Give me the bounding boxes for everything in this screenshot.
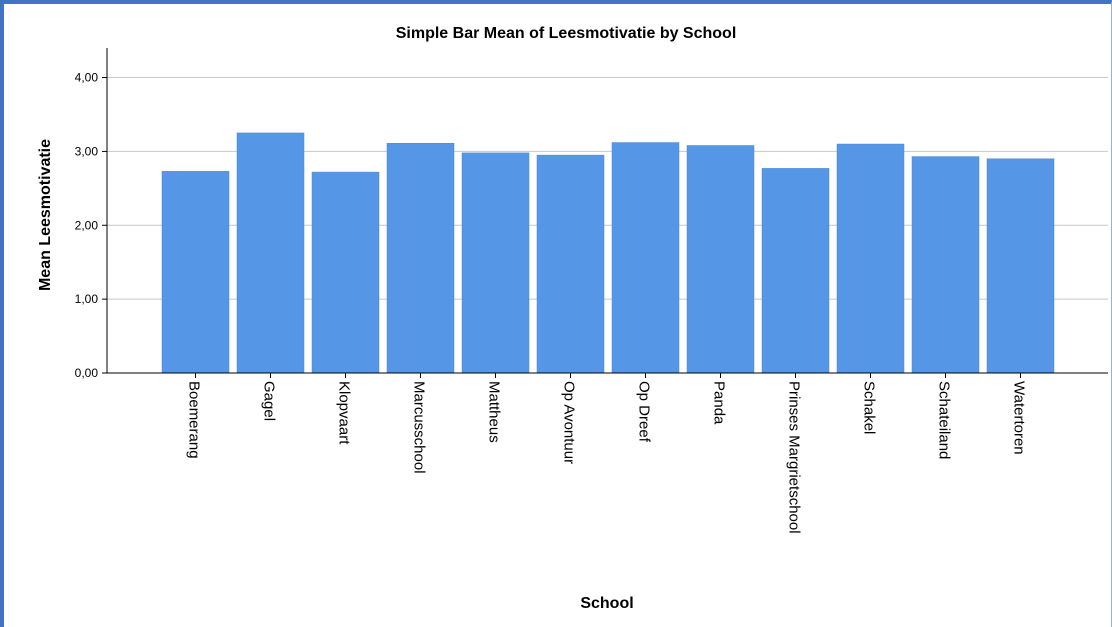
x-tick-label: Gagel (261, 381, 278, 421)
x-tick-label: Schakel (861, 381, 878, 434)
bar-op-avontuur (536, 154, 605, 374)
x-axis-title: School (580, 595, 633, 612)
bar-chart: Simple Bar Mean of Leesmotivatie by Scho… (37, 25, 1108, 612)
bar-klopvaart (311, 171, 380, 374)
y-tick-label: 1,00 (75, 292, 99, 306)
x-tick-label: Klopvaart (336, 381, 353, 445)
y-axis-title: Mean Leesmotivatie (37, 139, 54, 291)
bar-watertoren (986, 158, 1055, 374)
y-tick-labels: 0,00 1,00 2,00 3,00 4,00 (75, 71, 107, 380)
y-tick-label: 3,00 (75, 144, 99, 158)
bar-marcusschool (386, 143, 455, 374)
chart-title: Simple Bar Mean of Leesmotivatie by Scho… (396, 25, 737, 42)
bars (161, 132, 1055, 374)
x-tick-label: Watertoren (1011, 381, 1028, 455)
x-tick-label: Boemerang (186, 381, 203, 459)
bar-mattheus (461, 152, 530, 374)
x-tick-label: Marcusschool (411, 381, 428, 474)
y-tick-label: 2,00 (75, 218, 99, 232)
bar-schateiland (911, 156, 980, 374)
x-tick-label: Panda (711, 381, 728, 425)
bar-gagel (236, 132, 305, 374)
y-tick-label: 0,00 (75, 366, 99, 380)
x-tick-label: Prinses Margrietschool (786, 381, 803, 534)
bar-panda (686, 145, 755, 374)
x-tick-label: Op Dreef (636, 381, 653, 443)
x-tick-label: Op Avontuur (561, 381, 578, 464)
x-tick-label: Schateiland (936, 381, 953, 459)
y-tick-label: 4,00 (75, 71, 99, 85)
bar-boemerang (161, 171, 230, 374)
axes (106, 48, 1108, 374)
bar-op-dreef (611, 142, 680, 374)
bar-schakel (836, 143, 905, 374)
x-tick-labels: Boemerang Gagel Klopvaart Marcusschool Matth… (186, 373, 1028, 534)
bar-prinses-margrietschool (761, 168, 830, 374)
x-tick-label: Mattheus (486, 381, 503, 443)
